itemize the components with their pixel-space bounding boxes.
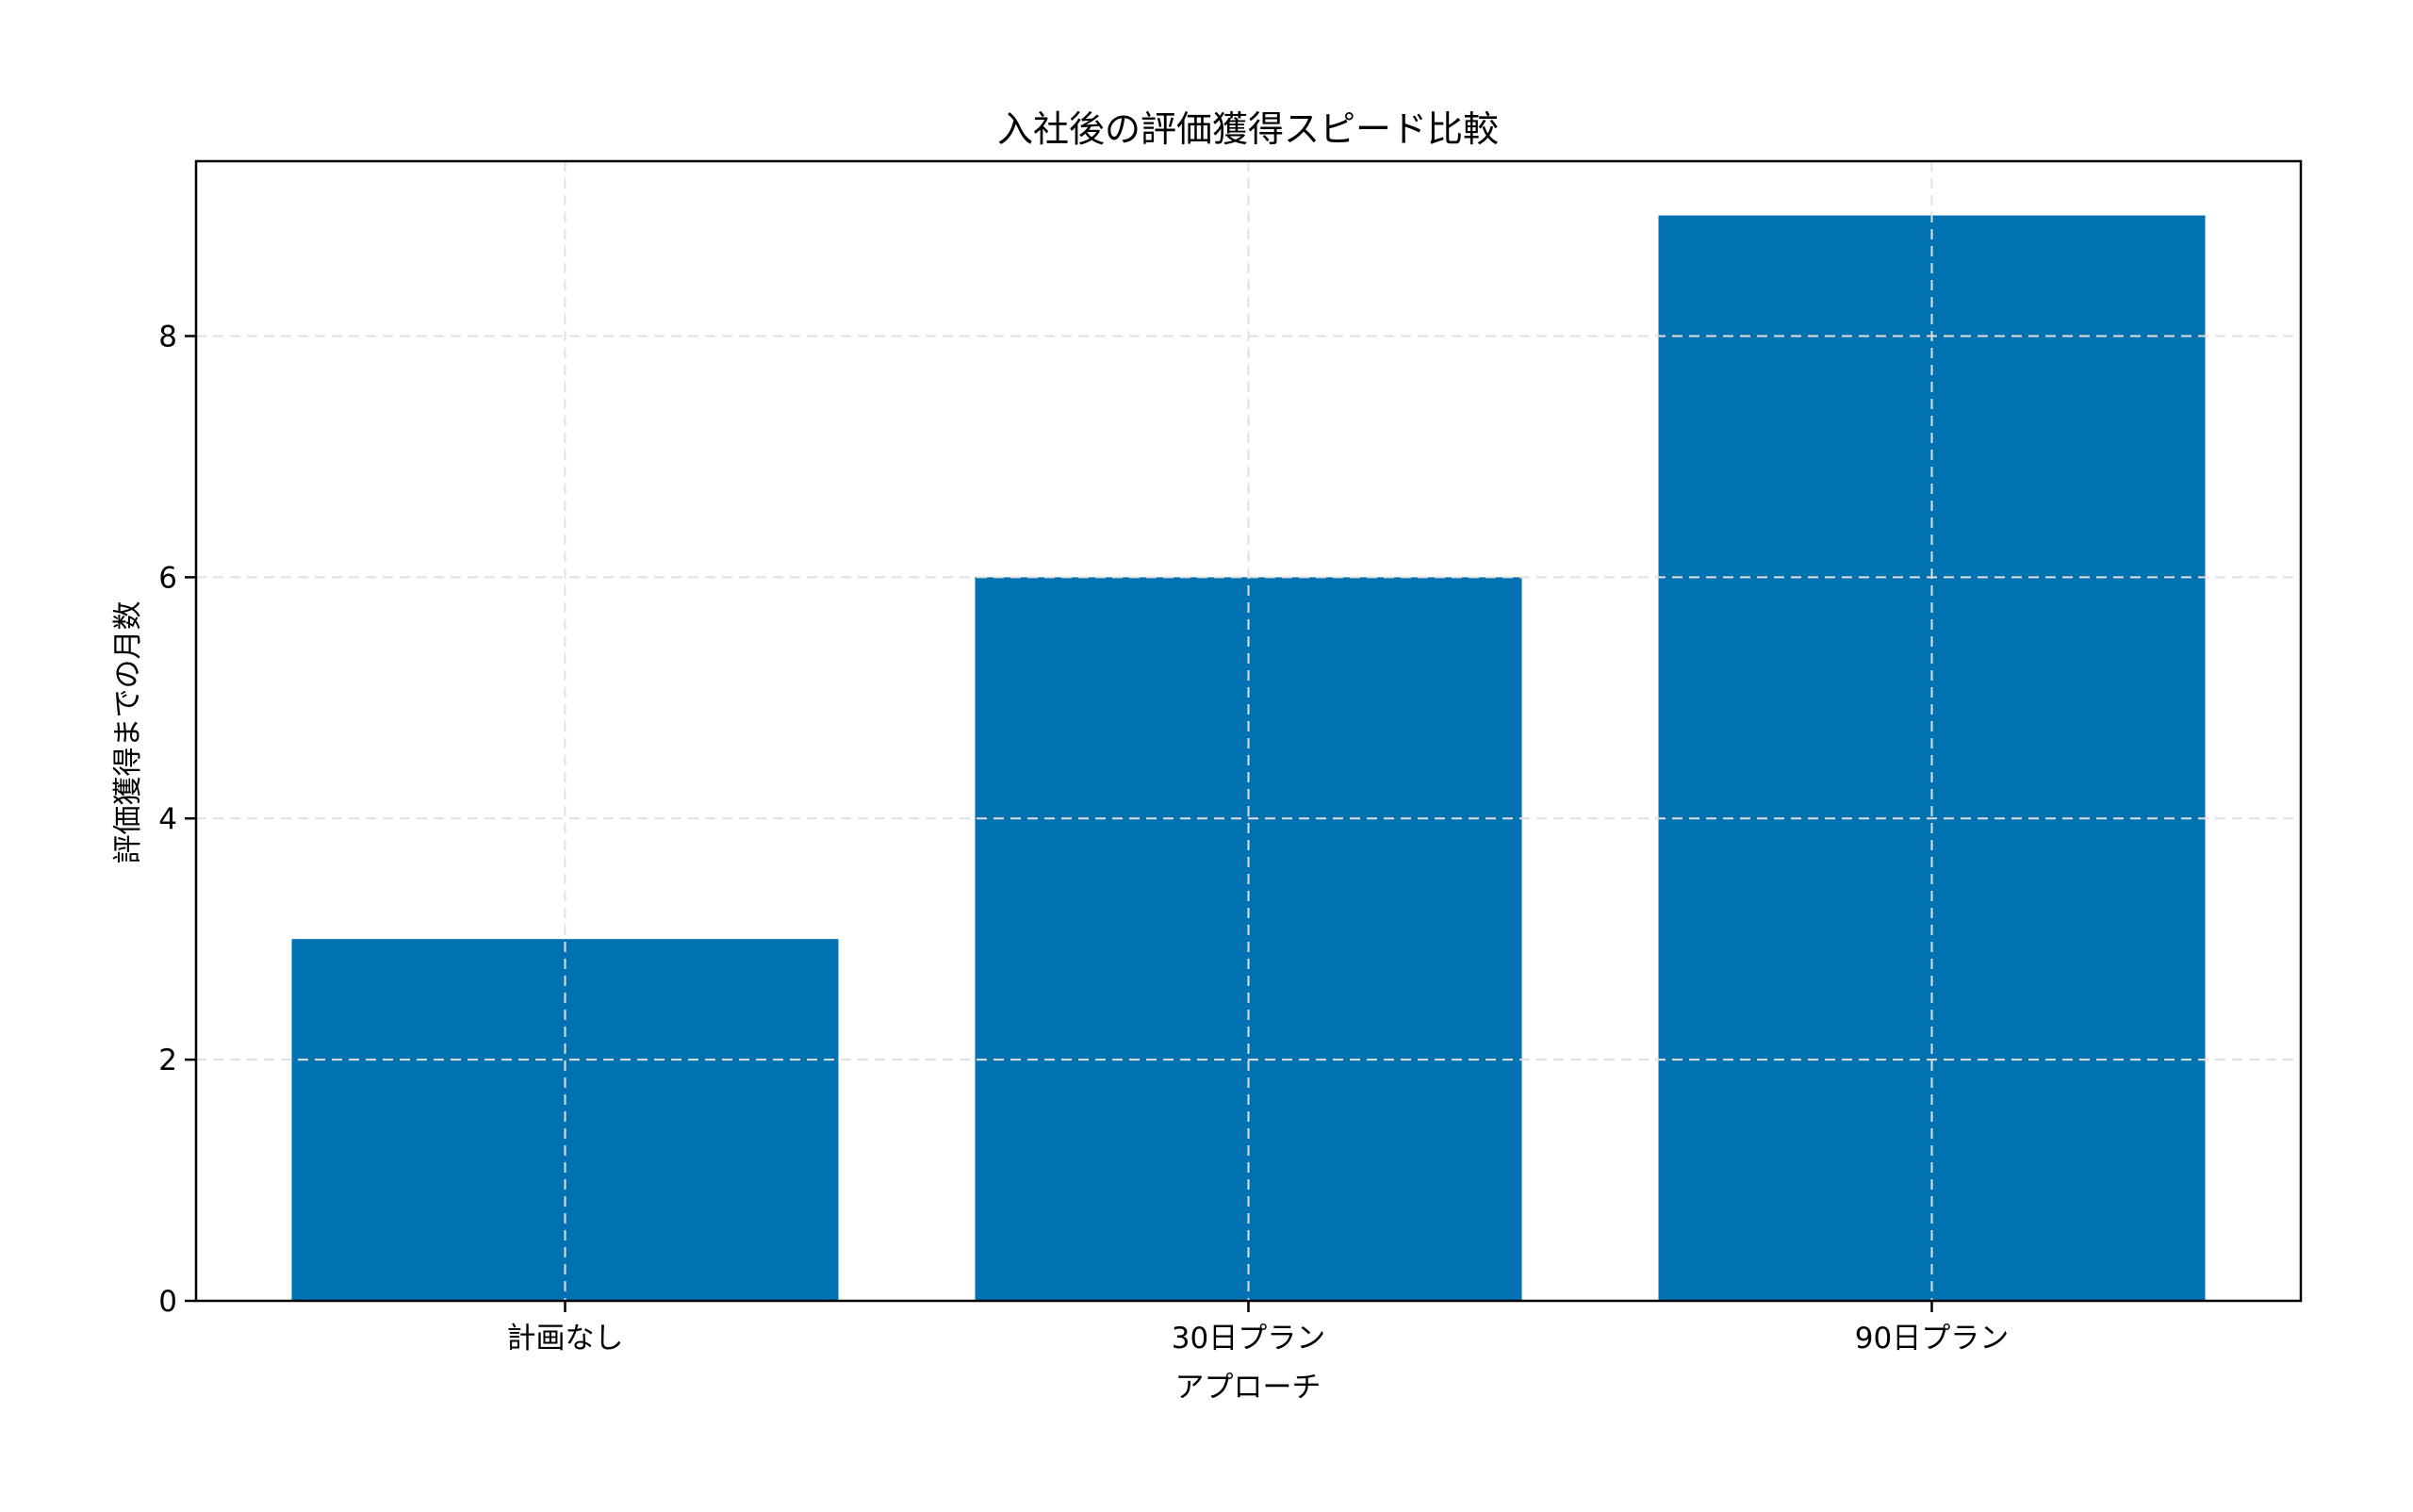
bar: [975, 577, 1522, 1301]
y-tick-label: 2: [158, 1044, 177, 1077]
x-axis-ticks: 計画なし 30日プラン 90日プラン: [507, 1301, 2009, 1356]
x-tick-label: 90日プラン: [1855, 1322, 2009, 1356]
chart-title: 入社後の評価獲得スピード比較: [997, 108, 1499, 150]
y-tick-label: 4: [158, 802, 177, 836]
y-tick-label: 8: [158, 320, 177, 354]
x-tick-label: 計画なし: [507, 1322, 624, 1356]
y-axis-label: 評価獲得までの月数: [111, 601, 145, 864]
x-tick-label: 30日プラン: [1172, 1322, 1325, 1356]
y-tick-label: 6: [158, 561, 177, 595]
y-tick-label: 0: [158, 1285, 177, 1319]
y-axis-ticks: 0 2 4 6 8: [158, 320, 196, 1319]
x-axis-label: アプローチ: [1175, 1371, 1321, 1405]
grid-lines-overlay: [196, 161, 2301, 1301]
